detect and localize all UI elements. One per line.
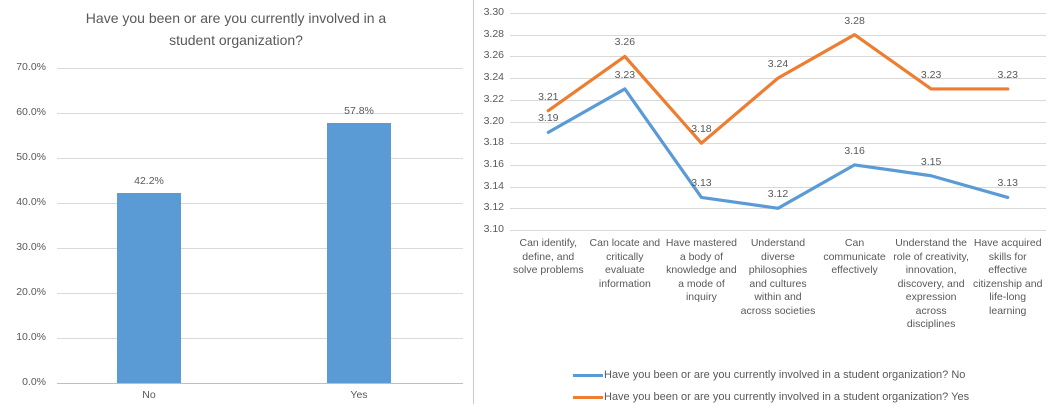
y-gridline xyxy=(510,99,1046,101)
bar-value-label: 42.2% xyxy=(134,175,164,188)
legend-label-yes: Have you been or are you currently invol… xyxy=(604,391,970,403)
y-axis-tick-label: 30.0% xyxy=(16,241,46,253)
y-gridline xyxy=(510,121,1046,123)
y-axis-tick-label: 3.16 xyxy=(483,157,504,170)
legend-label-no: Have you been or are you currently invol… xyxy=(604,369,966,381)
line-chart-legend: Have you been or are you currently invol… xyxy=(573,368,969,412)
data-point-label: 3.24 xyxy=(767,58,789,71)
x-category-label: Understand diverse philosophies and cult… xyxy=(740,237,816,317)
y-gridline xyxy=(510,13,1046,14)
data-point-label: 3.15 xyxy=(920,155,942,168)
data-point-label: 3.18 xyxy=(691,123,712,136)
data-point-label: 3.13 xyxy=(997,177,1018,190)
y-axis-tick-label: 3.12 xyxy=(483,201,504,214)
data-point-label: 3.28 xyxy=(844,14,865,27)
y-gridline xyxy=(510,230,1046,231)
bar-chart-title: Have you been or are you currently invol… xyxy=(85,10,387,48)
y-gridline xyxy=(510,34,1046,36)
data-point-label: 3.23 xyxy=(920,68,942,81)
data-point-label: 3.21 xyxy=(538,90,559,103)
x-category-label: Understand the role of creativity, innov… xyxy=(893,237,969,330)
y-gridline xyxy=(57,248,463,249)
y-axis-tick-label: 3.22 xyxy=(483,92,504,105)
y-axis-tick-label: 3.20 xyxy=(483,114,504,127)
y-axis-tick-label: 10.0% xyxy=(16,331,46,343)
y-axis-tick-label: 3.10 xyxy=(483,223,504,235)
y-axis-tick-label: 60.0% xyxy=(16,106,46,118)
line-series-yes xyxy=(546,33,1010,145)
legend-item-yes: Have you been or are you currently invol… xyxy=(573,390,969,404)
x-axis-line xyxy=(57,383,463,384)
y-axis-tick-label: 70.0% xyxy=(16,61,46,73)
x-category-label: Can identify, define, and solve problems xyxy=(512,237,584,276)
data-point-label: 3.19 xyxy=(538,112,559,125)
data-point-label: 3.13 xyxy=(691,177,712,190)
chart-panel-divider xyxy=(473,0,474,404)
y-axis-tick-label: 3.18 xyxy=(483,136,504,149)
bar-yes xyxy=(327,122,391,383)
y-axis-tick-label: 0.0% xyxy=(22,376,46,388)
bar-value-label: 57.8% xyxy=(344,104,374,117)
y-gridline xyxy=(57,68,463,69)
y-axis-tick-label: 3.30 xyxy=(483,6,504,18)
legend-line-marker-yes xyxy=(573,395,603,399)
x-category-label: Can locate and critically evaluate infor… xyxy=(589,237,661,290)
y-axis-tick-label: 20.0% xyxy=(16,286,46,298)
data-point-label: 3.16 xyxy=(844,144,865,157)
y-gridline xyxy=(57,203,463,204)
y-gridline xyxy=(510,208,1046,210)
x-category-label: No xyxy=(142,389,156,401)
y-axis-tick-label: 50.0% xyxy=(16,151,46,163)
y-gridline xyxy=(57,338,463,339)
x-category-label: Yes xyxy=(350,389,368,401)
y-gridline xyxy=(510,164,1046,166)
y-axis-tick-label: 3.24 xyxy=(483,71,504,84)
y-gridline xyxy=(57,293,463,294)
x-category-label: Have mastered a body of knowledge and a … xyxy=(665,237,738,303)
y-gridline xyxy=(510,78,1046,80)
y-axis-tick-label: 3.28 xyxy=(483,27,504,40)
data-point-label: 3.12 xyxy=(767,188,789,201)
y-axis-tick-label: 40.0% xyxy=(16,196,46,208)
y-axis-tick-label: 3.26 xyxy=(483,49,504,62)
legend-line-marker-no xyxy=(573,373,603,377)
x-category-label: Have acquired skills for effective citiz… xyxy=(972,237,1043,317)
bar-no xyxy=(117,193,181,383)
y-axis-tick-label: 3.14 xyxy=(483,179,504,192)
y-gridline xyxy=(57,113,463,114)
legend-item-no: Have you been or are you currently invol… xyxy=(573,368,969,382)
data-point-label: 3.23 xyxy=(997,68,1018,81)
y-gridline xyxy=(57,158,463,159)
bar-chart-panel: Have you been or are you currently invol… xyxy=(0,0,473,413)
x-category-label: Can communicate effectively xyxy=(823,237,886,276)
data-point-label: 3.26 xyxy=(614,36,636,49)
y-gridline xyxy=(510,143,1046,145)
data-point-label: 3.23 xyxy=(614,68,636,81)
line-chart-panel: 3.10 3.12 3.14 3.16 3.18 3.20 3.22 3.24 3.26 3.28… xyxy=(473,0,1057,413)
